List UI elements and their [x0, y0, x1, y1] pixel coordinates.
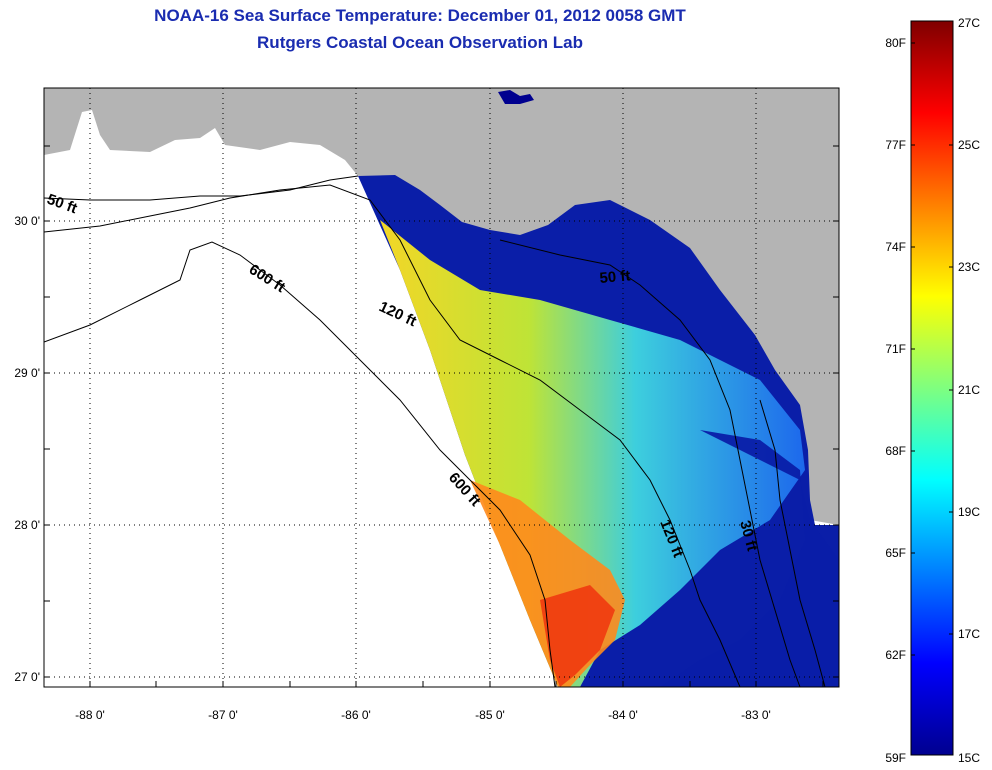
cbar-label-74f: 74F	[885, 240, 906, 254]
cbar-label-80f: 80F	[885, 36, 906, 50]
cbar-label-59f: 59F	[885, 751, 906, 765]
cbar-label-19c: 19C	[958, 505, 980, 519]
contour-50ft-east	[499, 239, 801, 687]
plot-frame	[43, 87, 840, 688]
lon-label-87: -87 0'	[208, 708, 238, 722]
cbar-label-65f: 65F	[885, 546, 906, 560]
cbar-label-21c: 21C	[958, 383, 980, 397]
cbar-label-23c: 23C	[958, 260, 980, 274]
cbar-label-77f: 77F	[885, 138, 906, 152]
lon-label-88: -88 0'	[75, 708, 105, 722]
contour-30ft	[759, 399, 826, 687]
sst-warm-band	[380, 220, 805, 687]
land-mass	[44, 88, 839, 525]
contour-120ft	[44, 184, 741, 687]
sst-hot-core	[540, 585, 615, 687]
lat-label-28: 28 0'	[14, 518, 40, 532]
cbar-label-15c: 15C	[958, 751, 980, 765]
title-line-1: NOAA-16 Sea Surface Temperature: Decembe…	[154, 6, 686, 25]
cbar-label-27c: 27C	[958, 16, 980, 30]
lat-label-27: 27 0'	[14, 670, 40, 684]
lon-label-85: -85 0'	[475, 708, 505, 722]
cbar-label-68f: 68F	[885, 444, 906, 458]
cbar-label-62f: 62F	[885, 648, 906, 662]
contour-50ft-west	[44, 175, 359, 201]
colorbar	[910, 20, 954, 756]
lon-label-83: -83 0'	[741, 708, 771, 722]
depth-label-50ft-east: 50 ft	[599, 267, 631, 287]
lon-label-86: -86 0'	[341, 708, 371, 722]
lat-label-29: 29 0'	[14, 366, 40, 380]
title-line-2: Rutgers Coastal Ocean Observation Lab	[257, 33, 583, 52]
ticks	[44, 145, 839, 687]
lat-label-30: 30 0'	[14, 214, 40, 228]
cbar-label-71f: 71F	[885, 342, 906, 356]
contour-600ft	[44, 241, 556, 687]
sst-cool-patch	[660, 430, 839, 687]
lon-label-84: -84 0'	[608, 708, 638, 722]
cbar-label-25c: 25C	[958, 138, 980, 152]
colorbar-ticks	[911, 42, 953, 656]
coastal-bays	[44, 110, 358, 190]
cbar-label-17c: 17C	[958, 627, 980, 641]
inland-lake	[498, 90, 534, 104]
